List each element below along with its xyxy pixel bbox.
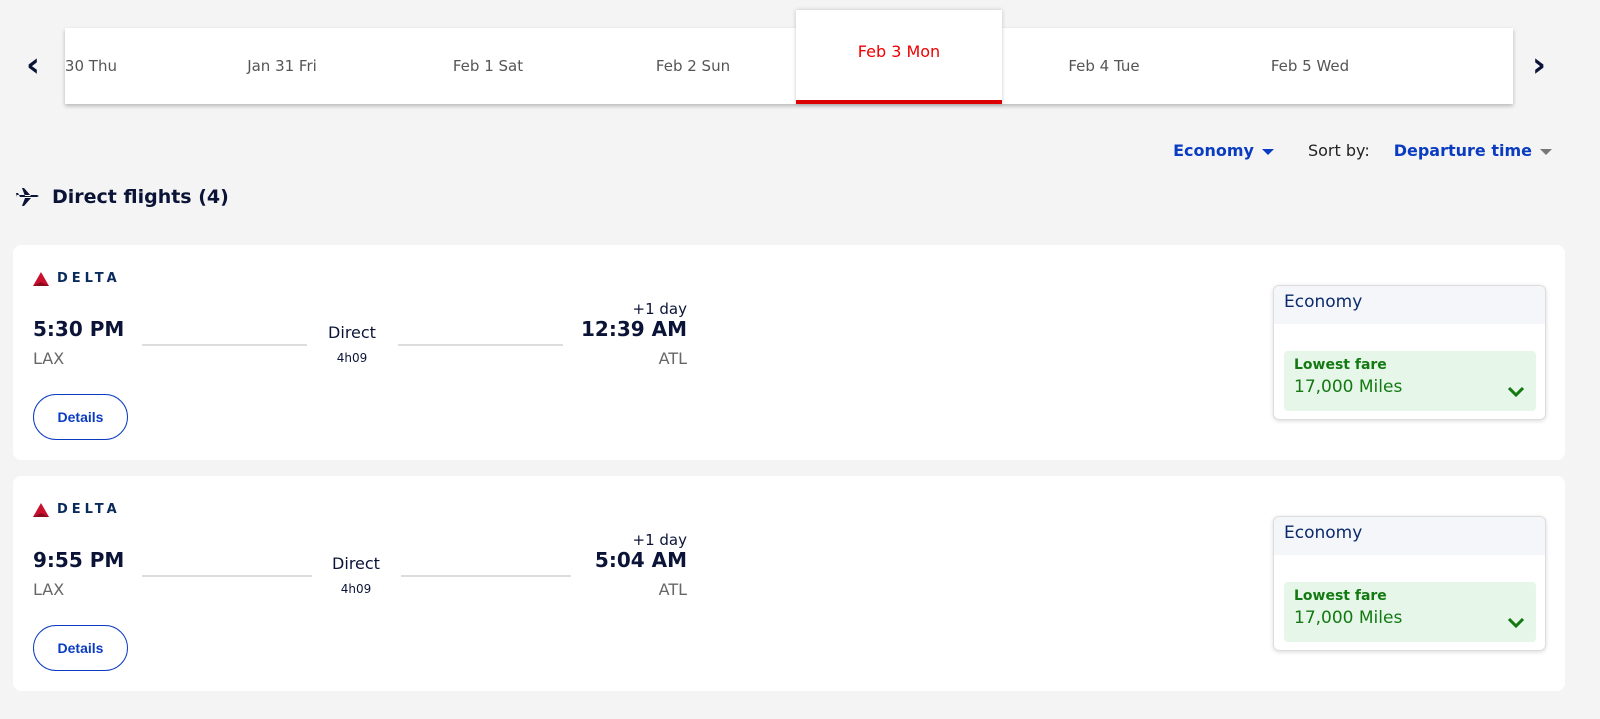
fare-option[interactable]: Economy Lowest fare 17,000 Miles bbox=[1273, 516, 1546, 651]
route-line bbox=[142, 344, 307, 346]
destination-airport: ATL bbox=[658, 349, 687, 368]
airplane-icon bbox=[16, 188, 39, 206]
sort-label: Sort by: bbox=[1307, 141, 1370, 160]
chevron-down-icon bbox=[1508, 618, 1524, 628]
section-heading: Direct flights (4) bbox=[16, 186, 229, 208]
stop-type: Direct bbox=[328, 323, 376, 342]
day-offset: +1 day bbox=[632, 531, 687, 549]
date-tab[interactable]: Feb 5 Wed bbox=[1270, 57, 1350, 75]
details-button[interactable]: Details bbox=[33, 394, 128, 440]
flight-card: DELTA 5:30 PM LAX Direct 4h09 +1 day 12:… bbox=[13, 245, 1565, 460]
route-line bbox=[142, 575, 312, 577]
depart-time: 9:55 PM bbox=[33, 548, 125, 572]
cabin-value: Economy bbox=[1173, 141, 1254, 160]
heading-text: Direct flights (4) bbox=[52, 186, 229, 208]
route-line bbox=[398, 344, 563, 346]
duration: 4h09 bbox=[340, 582, 372, 596]
day-offset: +1 day bbox=[632, 300, 687, 318]
fare-cabin: Economy bbox=[1274, 286, 1545, 324]
date-tab[interactable]: Feb 4 Tue bbox=[1068, 57, 1140, 75]
previous-dates-button[interactable]: ‹ bbox=[26, 45, 41, 85]
date-strip: Jan 30 Thu Jan 31 Fri Feb 1 Sat Feb 2 Su… bbox=[65, 28, 1513, 104]
delta-widget-icon bbox=[33, 271, 49, 286]
arrive-time: 5:04 AM bbox=[594, 548, 687, 572]
stop-type: Direct bbox=[332, 554, 380, 573]
cabin-dropdown[interactable]: Economy bbox=[1173, 141, 1274, 160]
airline-logo: DELTA bbox=[33, 271, 121, 286]
fare-price: 17,000 Miles bbox=[1294, 608, 1403, 628]
sort-value: Departure time bbox=[1393, 141, 1532, 160]
route-line bbox=[401, 575, 571, 577]
date-tab[interactable]: Jan 31 Fri bbox=[247, 57, 317, 75]
arrive-time: 12:39 AM bbox=[580, 317, 687, 341]
fare-label: Lowest fare bbox=[1294, 357, 1387, 373]
fare-label: Lowest fare bbox=[1294, 588, 1387, 604]
caret-down-icon bbox=[1261, 148, 1274, 155]
depart-time: 5:30 PM bbox=[33, 317, 125, 341]
next-dates-button[interactable]: › bbox=[1532, 45, 1547, 85]
fare-option[interactable]: Economy Lowest fare 17,000 Miles bbox=[1273, 285, 1546, 420]
destination-airport: ATL bbox=[658, 580, 687, 599]
fare-lowest[interactable]: Lowest fare 17,000 Miles bbox=[1284, 351, 1536, 411]
flight-card: DELTA 9:55 PM LAX Direct 4h09 +1 day 5:0… bbox=[13, 476, 1565, 691]
fare-lowest[interactable]: Lowest fare 17,000 Miles bbox=[1284, 582, 1536, 642]
origin-airport: LAX bbox=[33, 580, 65, 599]
date-tab-active[interactable]: Feb 3 Mon bbox=[796, 10, 1002, 104]
airline-logo: DELTA bbox=[33, 502, 121, 517]
origin-airport: LAX bbox=[33, 349, 65, 368]
date-tab[interactable]: Feb 1 Sat bbox=[452, 57, 524, 75]
caret-down-icon bbox=[1540, 148, 1552, 155]
date-tab[interactable]: Feb 2 Sun bbox=[655, 57, 731, 75]
chevron-down-icon bbox=[1508, 387, 1524, 397]
fare-cabin: Economy bbox=[1274, 517, 1545, 555]
details-button[interactable]: Details bbox=[33, 625, 128, 671]
sort-dropdown[interactable]: Departure time bbox=[1394, 141, 1552, 160]
fare-price: 17,000 Miles bbox=[1294, 377, 1403, 397]
date-tab[interactable]: Jan 30 Thu bbox=[65, 57, 117, 75]
delta-widget-icon bbox=[33, 502, 49, 517]
duration: 4h09 bbox=[336, 351, 368, 365]
